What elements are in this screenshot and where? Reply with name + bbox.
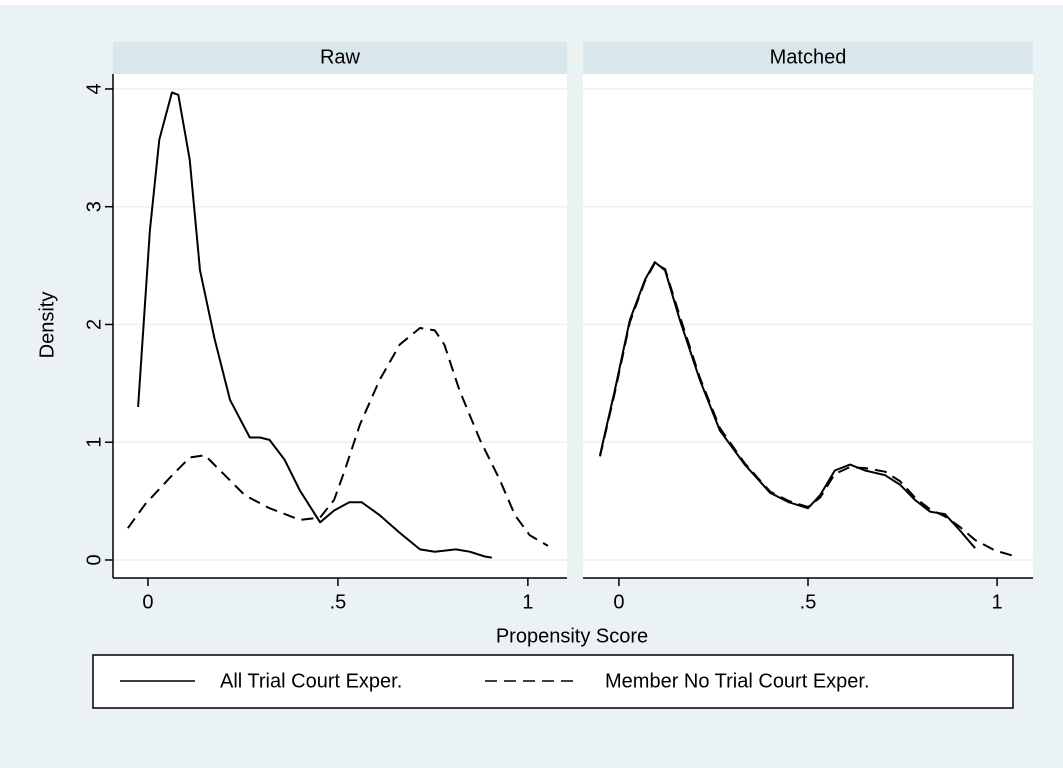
- panel-header: [583, 42, 1033, 74]
- y-tick-label: 3: [83, 201, 105, 212]
- x-tick-label: 1: [522, 591, 533, 613]
- x-tick-label: .5: [330, 591, 347, 613]
- x-tick-label: 0: [142, 591, 153, 613]
- panel-title: Matched: [770, 46, 847, 68]
- x-tick-label: .5: [800, 591, 817, 613]
- legend-label: Member No Trial Court Exper.: [605, 670, 870, 692]
- density-line: [599, 262, 1017, 558]
- density-line: [137, 91, 492, 559]
- y-axis-title: Density: [36, 292, 58, 359]
- panel-title: Raw: [320, 46, 361, 68]
- legend-label: All Trial Court Exper.: [220, 670, 402, 692]
- plot-area: [583, 74, 1033, 578]
- y-tick-label: 1: [83, 437, 105, 448]
- density-line: [126, 327, 549, 547]
- x-axis-title: Propensity Score: [496, 625, 648, 647]
- plot-area: [113, 74, 567, 578]
- y-tick-label: 2: [83, 319, 105, 330]
- y-tick-label: 4: [83, 83, 105, 94]
- x-tick-label: 0: [613, 591, 624, 613]
- y-tick-label: 0: [83, 554, 105, 565]
- panel-header: [113, 42, 567, 74]
- x-tick-label: 1: [992, 591, 1003, 613]
